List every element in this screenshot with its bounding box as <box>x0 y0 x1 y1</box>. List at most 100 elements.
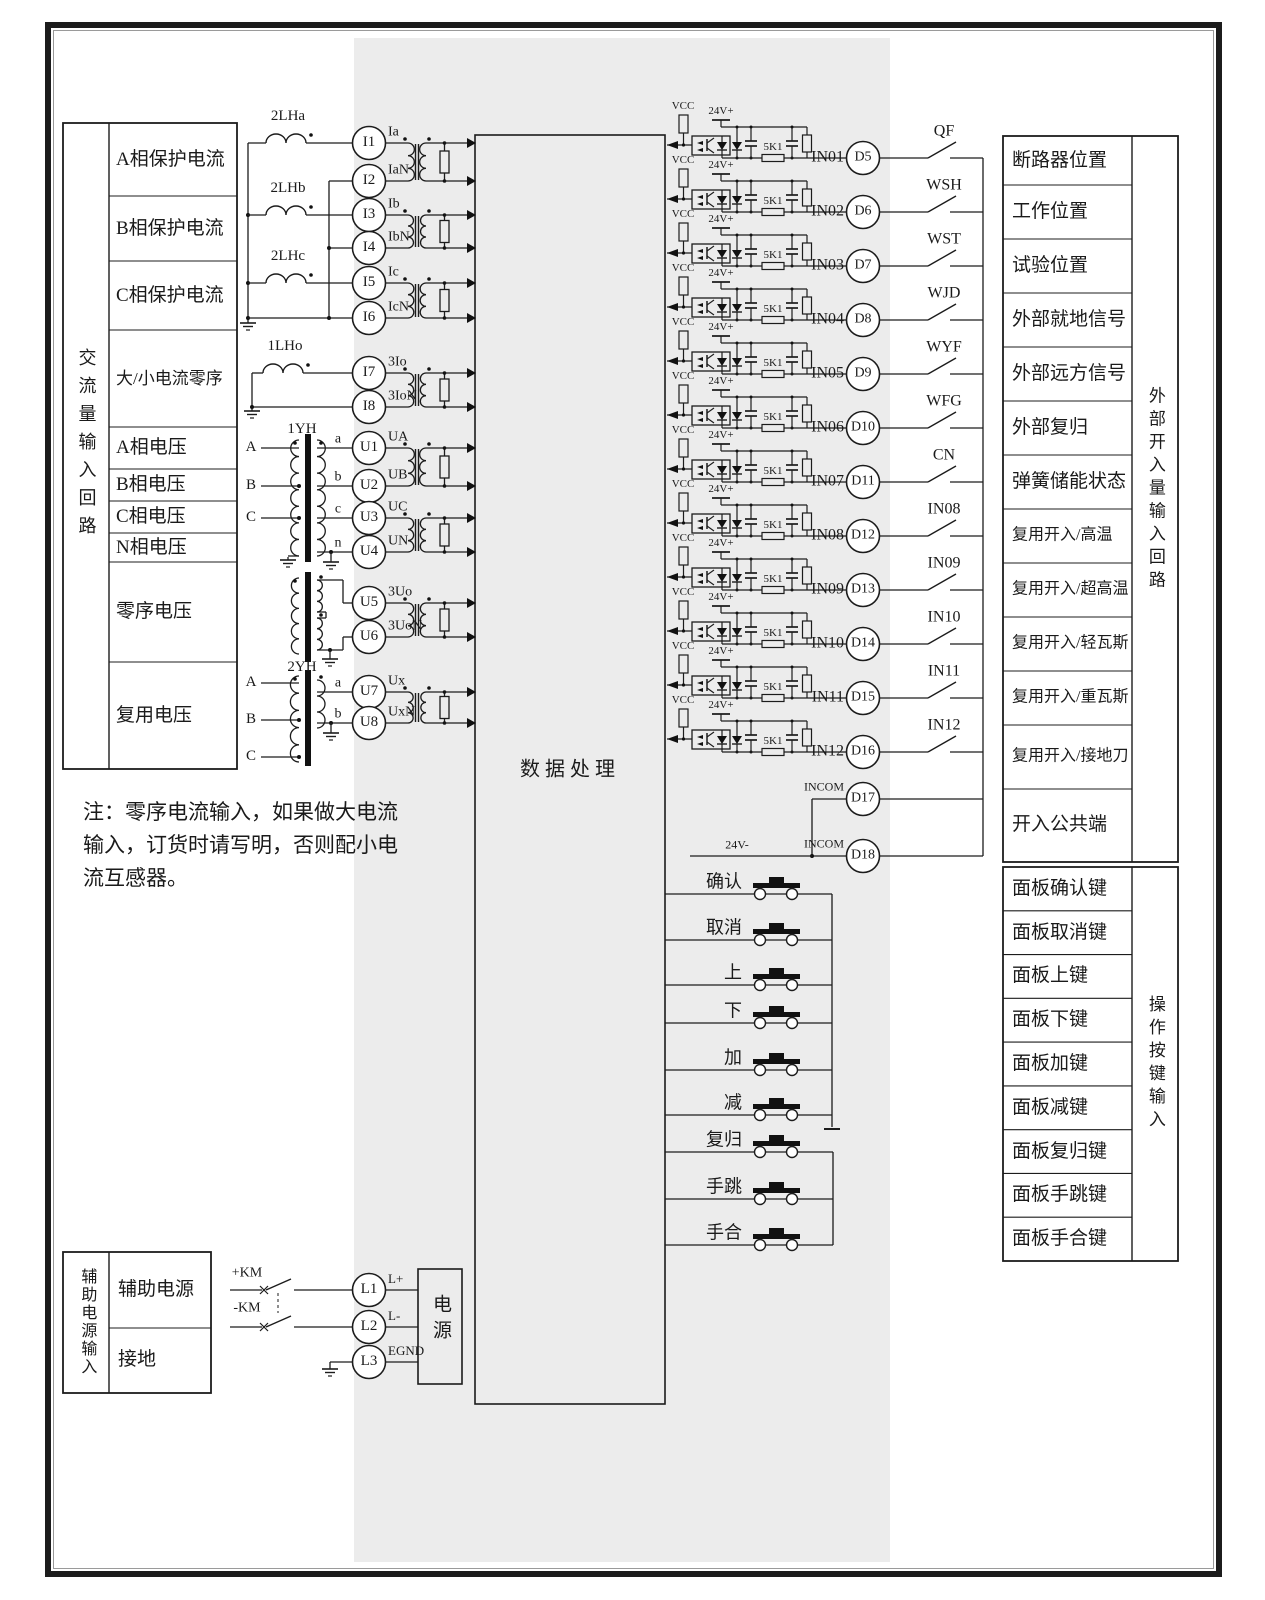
switch-lever-icon <box>927 303 957 321</box>
wire <box>706 569 715 576</box>
junction-dot <box>790 287 794 291</box>
burden-resistor-icon <box>439 608 450 632</box>
junction-dot <box>749 611 753 615</box>
transformer-primary-icon <box>407 214 415 249</box>
vcc-label-8: VCC <box>671 532 695 545</box>
junction-dot <box>790 503 794 507</box>
inductor-label-1LHo: 1LHo <box>267 338 303 355</box>
digital-input-desc-9: 复用开入/轻瓦斯 <box>1012 634 1129 652</box>
zs-secondary-coil-1 <box>316 579 323 613</box>
polarity-dot <box>427 209 431 213</box>
series-resistor-label-5: 5K1 <box>763 411 783 424</box>
terminal-label-D12: D12 <box>850 527 876 543</box>
wire <box>706 255 715 262</box>
button-contact-icon <box>785 1145 799 1159</box>
transformer-secondary-icon <box>419 447 427 487</box>
signal-label-Ux: Ux <box>388 673 406 689</box>
vcc-label-9: VCC <box>671 586 695 599</box>
v24-label-11: 24V+ <box>708 699 734 712</box>
arrow-into-processing <box>467 598 476 608</box>
series-resistor-label-9: 5K1 <box>763 627 783 640</box>
polarity-dot <box>403 367 407 371</box>
switch-lever-icon <box>927 411 957 429</box>
button-label-6: 复归 <box>706 1129 742 1150</box>
junction-dot <box>749 395 753 399</box>
wire <box>706 461 715 468</box>
button-label-1: 取消 <box>706 917 742 938</box>
signal-label-3Io: 3Io <box>388 354 407 370</box>
terminal-label-D16: D16 <box>850 743 876 759</box>
input-net-label-IN09: IN09 <box>811 580 844 598</box>
switch-lever-icon <box>927 195 957 213</box>
photo-arrow <box>697 357 703 361</box>
button-contact-icon <box>753 887 767 901</box>
junction-dot <box>681 413 686 417</box>
panel-key-table <box>1002 866 1179 1262</box>
optocoupler-icon <box>691 243 731 264</box>
led-icon <box>717 358 727 366</box>
ac-row-label-0: A相保护电流 <box>116 148 225 170</box>
series-resistor-label-0: 5K1 <box>763 141 783 154</box>
junction-dot <box>749 233 753 237</box>
wire <box>706 471 715 478</box>
signal-label-EGND: EGND <box>388 1343 425 1359</box>
incom-label-0: INCOM <box>803 779 845 794</box>
digital-input-desc-7: 复用开入/高温 <box>1012 526 1113 544</box>
v24-label-5: 24V+ <box>708 375 734 388</box>
wire <box>706 579 715 586</box>
button-contact-icon <box>753 1192 767 1206</box>
optocoupler-icon <box>691 567 731 588</box>
inductor-label-2LHb: 2LHb <box>270 180 306 197</box>
switch-lever-icon <box>927 627 957 645</box>
button-cap-icon <box>753 923 800 934</box>
button-label-8: 手合 <box>706 1222 742 1243</box>
group-label-aux-power: 辅助电源输入 <box>78 1268 96 1376</box>
arrow-into-processing <box>667 519 678 527</box>
vt2-secondary-tap-b: b <box>334 706 342 722</box>
vt2-phase-label-C: C <box>245 748 257 765</box>
terminal-label-D15: D15 <box>850 689 876 705</box>
wire <box>706 407 715 414</box>
note-line-2: 输入，订货时请写明，否则配小电 <box>83 833 398 857</box>
junction-dot <box>790 557 794 561</box>
v24-label-7: 24V+ <box>708 483 734 496</box>
junction-dot <box>297 755 301 759</box>
terminal-label-I7: I7 <box>362 364 376 381</box>
terminal-label-U6: U6 <box>359 628 379 645</box>
signal-label-UC: UC <box>388 499 408 515</box>
button-cap-icon <box>753 1006 800 1017</box>
optocoupler-icon <box>691 135 731 156</box>
button-label-3: 下 <box>724 1000 742 1021</box>
input-net-label-IN08: IN08 <box>811 526 844 544</box>
vcc-label-2: VCC <box>671 208 695 221</box>
zener-icon <box>732 574 742 582</box>
optocoupler-icon <box>691 297 731 318</box>
polarity-dot <box>319 675 323 679</box>
input-net-label-IN07: IN07 <box>811 472 844 490</box>
junction-dot <box>327 316 331 320</box>
switch-lever-icon <box>265 1315 292 1328</box>
transformer-primary-icon <box>407 447 415 487</box>
zener-icon <box>732 196 742 204</box>
group-label-panel-keys: 操作按键输入 <box>1145 995 1165 1133</box>
junction-dot <box>681 521 686 525</box>
junction-dot <box>790 395 794 399</box>
junction-dot <box>735 395 739 399</box>
button-label-5: 减 <box>724 1092 742 1113</box>
terminal-label-D13: D13 <box>850 581 876 597</box>
wire <box>706 623 715 630</box>
junction-dot <box>749 179 753 183</box>
arrow-into-processing <box>467 481 476 491</box>
processing-box-label: 数据处理 <box>520 758 620 781</box>
terminal-label-D9: D9 <box>854 365 872 381</box>
arrow-into-processing <box>667 573 678 581</box>
button-contact-icon <box>753 933 767 947</box>
zener-icon <box>732 304 742 312</box>
wire <box>706 201 715 208</box>
button-contact-icon <box>753 1238 767 1252</box>
wire <box>706 353 715 360</box>
signal-label-Ia: Ia <box>388 124 399 140</box>
vt1-phase-label-A: A <box>245 439 257 456</box>
photo-arrow <box>697 249 703 253</box>
